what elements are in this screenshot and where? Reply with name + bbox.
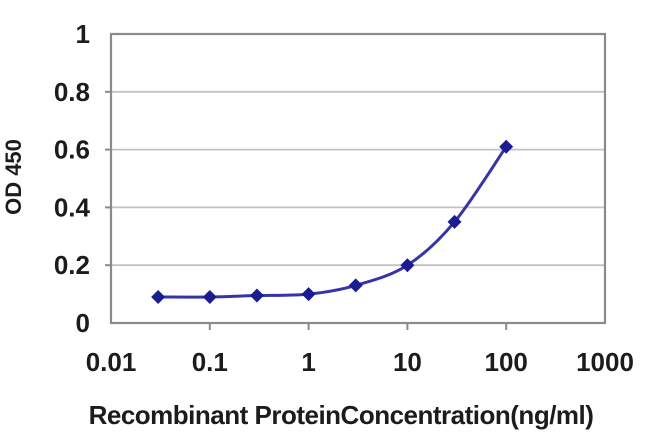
data-point-marker (499, 139, 514, 154)
x-tick-label: 1 (301, 347, 315, 377)
y-axis-title: OD 450 (1, 139, 26, 215)
data-point-marker (400, 258, 415, 273)
data-point-marker (348, 278, 363, 293)
y-tick-label: 0.6 (54, 135, 90, 165)
data-point-marker (249, 288, 264, 303)
data-point-marker (447, 214, 462, 229)
x-tick-label: 10 (393, 347, 422, 377)
data-point-marker (301, 287, 316, 302)
y-tick-label: 1 (76, 19, 90, 49)
x-tick-label: 100 (485, 347, 528, 377)
y-tick-label: 0.2 (54, 250, 90, 280)
y-tick-label: 0 (76, 308, 90, 338)
y-tick-label: 0.4 (54, 192, 91, 222)
x-tick-label: 1000 (576, 347, 634, 377)
x-axis-title: Recombinant ProteinConcentration(ng/ml) (88, 400, 594, 430)
data-point-marker (151, 289, 166, 304)
x-tick-label: 0.1 (192, 347, 228, 377)
plot-border (109, 32, 607, 325)
y-tick-label: 0.8 (54, 77, 90, 107)
data-point-marker (202, 289, 217, 304)
x-tick-label: 0.01 (86, 347, 137, 377)
